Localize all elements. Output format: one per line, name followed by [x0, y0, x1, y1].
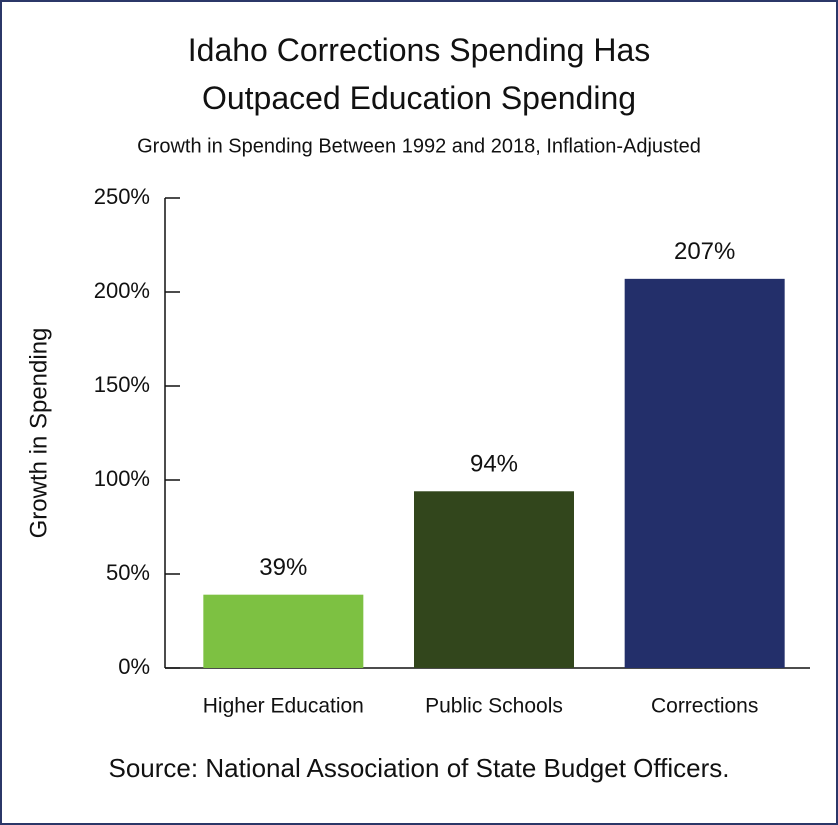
x-tick-label: Corrections: [651, 695, 758, 718]
value-label: 39%: [259, 554, 307, 581]
bar: [203, 594, 364, 668]
y-tick-label: 250%: [94, 184, 150, 209]
bar: [414, 491, 574, 668]
chart-subtitle: Growth in Spending Between 1992 and 2018…: [137, 135, 701, 157]
x-tick-label: Higher Education: [203, 695, 364, 718]
source: Source: National Association of State Bu…: [109, 753, 730, 783]
y-tick-label: 200%: [94, 278, 150, 303]
bar: [624, 278, 785, 668]
y-tick-label: 50%: [106, 560, 150, 585]
y-axis-label: Growth in Spending: [25, 328, 52, 539]
y-tick-label: 150%: [94, 372, 150, 397]
x-tick-label: Public Schools: [425, 695, 563, 718]
value-label: 207%: [674, 238, 735, 265]
value-label: 94%: [470, 451, 518, 478]
y-tick-label: 100%: [94, 466, 150, 491]
chart-title: Idaho Corrections Spending Has Outpaced …: [187, 32, 651, 116]
y-tick-label: 0%: [118, 654, 150, 679]
